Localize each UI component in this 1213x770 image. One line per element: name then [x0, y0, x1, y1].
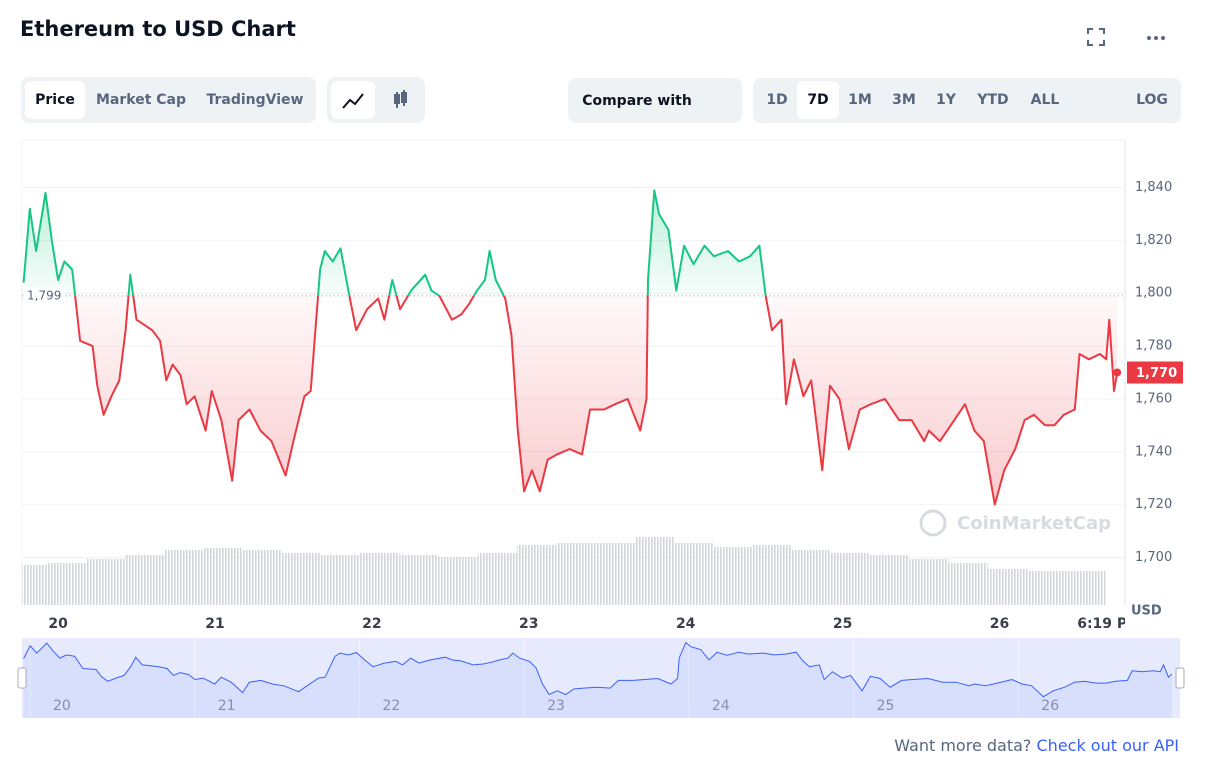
range[interactable]: 1Y — [936, 92, 956, 108]
volume-bar — [438, 557, 478, 605]
log-toggle[interactable]: LOG — [1136, 92, 1168, 108]
y-tick-label: 1,840 — [1135, 180, 1172, 195]
range[interactable]: 3M — [892, 92, 916, 108]
volume-bar — [673, 543, 714, 605]
volume-bar — [85, 559, 125, 605]
volume-bar — [987, 569, 1027, 605]
last-price-label: 1,770 — [1136, 366, 1177, 381]
volume-bar — [909, 559, 949, 605]
volume-bar — [360, 553, 400, 605]
range[interactable]: ALL — [1030, 92, 1060, 108]
navigator-tick-label: 25 — [877, 698, 895, 714]
y-tick-label: 1,740 — [1135, 444, 1172, 459]
range[interactable]: YTD — [977, 92, 1009, 108]
footer-text: Want more data? — [894, 736, 1032, 755]
tab[interactable]: TradingView — [206, 92, 304, 108]
volume-bar — [281, 553, 321, 605]
volume-bar — [163, 550, 204, 605]
volume-bar — [203, 548, 243, 605]
y-axis-label: USD — [1131, 604, 1162, 619]
x-tick-label: 6:19 PM — [1077, 616, 1141, 632]
navigator-handle[interactable] — [1175, 667, 1185, 689]
volume-bar — [477, 553, 518, 605]
x-tick-label: 21 — [205, 616, 224, 632]
volume-bar — [1026, 571, 1067, 605]
navigator-bg — [22, 638, 1180, 718]
volume-bar — [870, 555, 910, 605]
baseline-label-bg — [24, 286, 66, 305]
x-tick-label: 26 — [990, 616, 1009, 632]
range[interactable]: 1M — [848, 92, 872, 108]
x-tick-label: 24 — [676, 616, 696, 632]
navigator-tick-label: 23 — [547, 698, 565, 714]
tab[interactable]: Market Cap — [95, 92, 187, 108]
volume-bar — [320, 555, 361, 605]
navigator-handle[interactable] — [17, 667, 27, 689]
title: Ethereum to USD Chart — [20, 17, 296, 41]
volume-bar — [595, 543, 635, 605]
volume-bar — [242, 550, 282, 605]
price-area — [23, 190, 1118, 505]
navigator-tick-label: 20 — [53, 698, 71, 714]
volume-bar — [124, 555, 164, 605]
y-tick-label: 1,780 — [1135, 339, 1172, 354]
volume-bar — [713, 547, 753, 605]
last-price-box — [1127, 361, 1183, 384]
navigator-tick-label: 24 — [712, 698, 730, 714]
navigator-area — [23, 642, 1172, 718]
last-price-dot — [1113, 368, 1122, 377]
volume-bar — [830, 553, 871, 605]
navigator-tick-label: 21 — [218, 698, 236, 714]
y-tick-label: 1,700 — [1135, 550, 1172, 565]
volume-bar — [791, 550, 831, 605]
baseline-label: 1,799 — [27, 288, 61, 302]
tab[interactable]: Price — [35, 92, 75, 108]
volume-bar — [556, 543, 596, 605]
x-tick-label: 23 — [519, 616, 538, 632]
y-tick-label: 1,760 — [1135, 391, 1172, 406]
handle-grip — [1175, 667, 1185, 689]
watermark: CoinMarketCap — [919, 509, 1111, 537]
range[interactable]: 1D — [766, 92, 788, 108]
navigator-tick-label: 26 — [1041, 698, 1059, 714]
range-selected — [797, 81, 839, 119]
volume-bar — [752, 545, 792, 605]
api-link[interactable]: Check out our API — [1036, 736, 1180, 755]
x-tick-label: 20 — [48, 616, 68, 632]
footer: Want more data? Check out our API — [894, 736, 1179, 755]
compare-select[interactable] — [568, 78, 742, 123]
x-ticks: 20 21 22 23 24 25 26 6:19 PM — [48, 616, 1141, 632]
y-tick-label: 1,720 — [1135, 497, 1172, 512]
volume-bar — [948, 563, 988, 605]
navigator-line — [23, 641, 1173, 698]
chart-type-selected — [331, 81, 375, 119]
volume-bar — [517, 545, 557, 605]
volume-bar — [634, 537, 674, 605]
tab-selected — [25, 81, 85, 119]
watermark-logo — [919, 509, 947, 537]
x-tick-label: 25 — [833, 616, 852, 632]
x-tick-label: 22 — [362, 616, 381, 632]
handle-grip — [17, 667, 27, 689]
y-tick-label: 1,800 — [1135, 286, 1172, 301]
compare-label: Compare with — [582, 93, 692, 109]
price-line — [22, 189, 1119, 506]
watermark-text: CoinMarketCap — [957, 513, 1111, 534]
navigator-tick-label: 22 — [382, 698, 400, 714]
volume-bar — [399, 555, 439, 605]
volume-bar — [1066, 571, 1106, 605]
range[interactable]: 7D — [807, 92, 829, 108]
volume-bar — [46, 563, 86, 605]
y-tick-label: 1,820 — [1135, 233, 1172, 248]
